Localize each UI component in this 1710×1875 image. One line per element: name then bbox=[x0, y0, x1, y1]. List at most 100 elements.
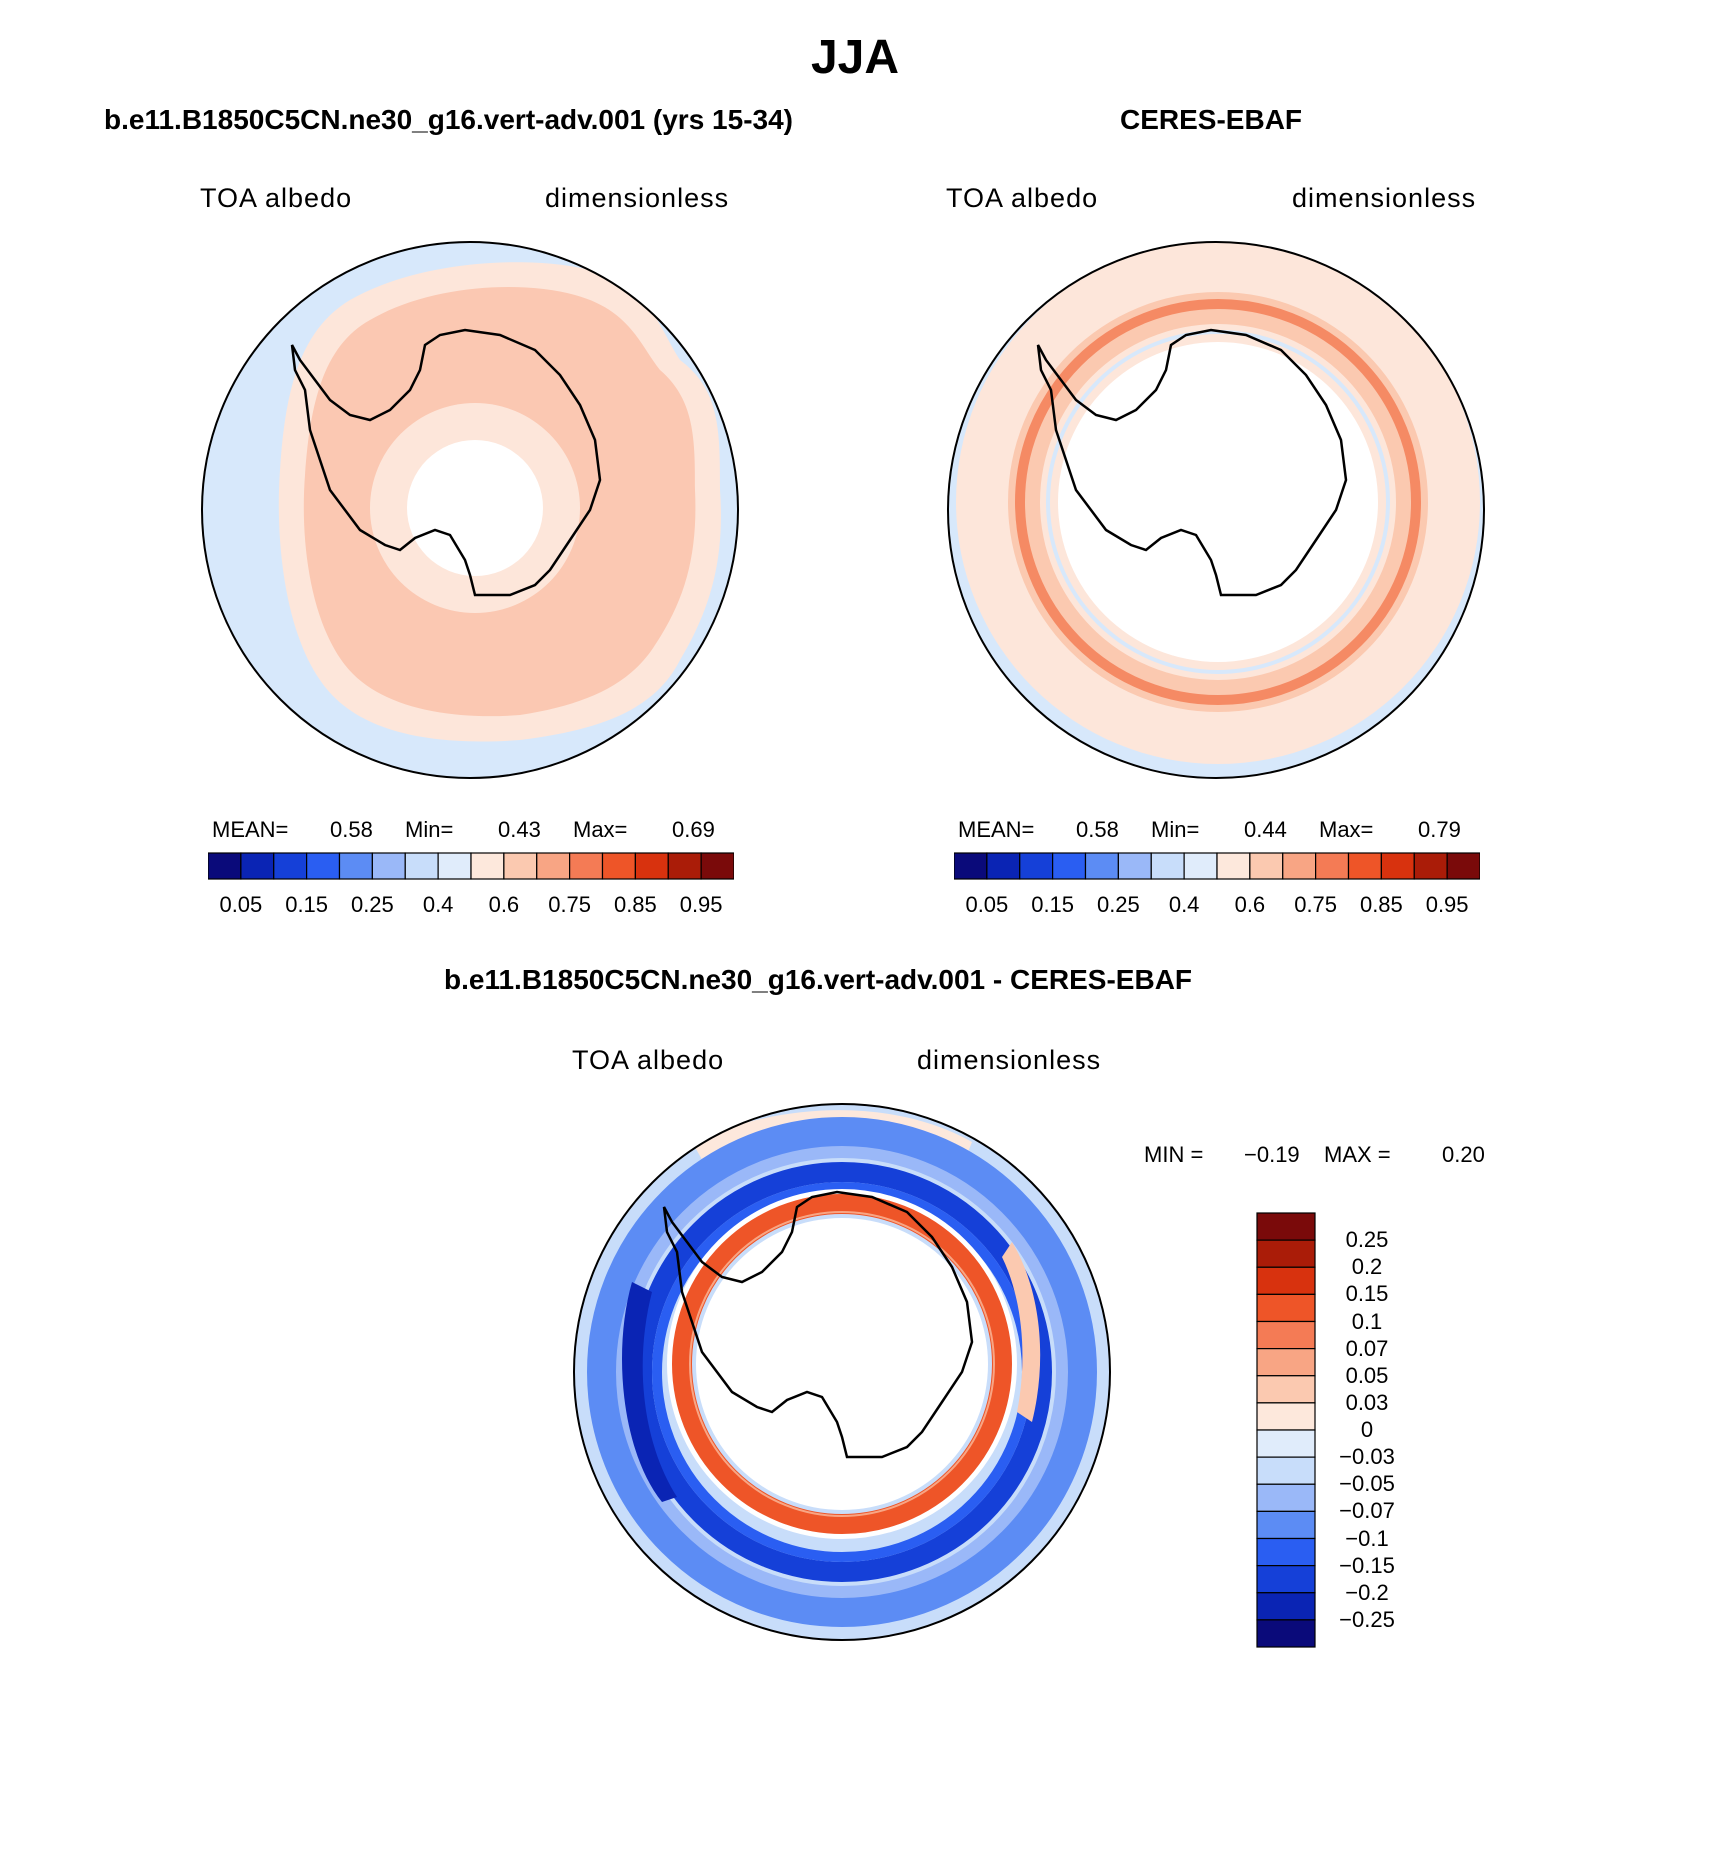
panel2-colorbar-tick-label: 0.15 bbox=[1031, 892, 1075, 917]
panel1-colorbar-swatch bbox=[700, 852, 734, 880]
diff-colorbar-swatch bbox=[1256, 1293, 1316, 1323]
panel1-colorbar-swatch bbox=[470, 852, 505, 880]
panel2-colorbar-tick-label: 0.85 bbox=[1359, 892, 1403, 917]
panel2-colorbar-swatch bbox=[1183, 852, 1218, 880]
diff-colorbar-swatch bbox=[1256, 1483, 1316, 1512]
panel2-colorbar-swatch bbox=[954, 852, 988, 880]
diff-max-value: 0.20 bbox=[1442, 1142, 1485, 1167]
diff-map bbox=[573, 1103, 1111, 1641]
panel2-colorbar-tick-label: 0.95 bbox=[1425, 892, 1469, 917]
panel2-colorbar-tick-label: 0.75 bbox=[1294, 892, 1338, 917]
panel2-title: CERES-EBAF bbox=[1120, 104, 1303, 135]
panel1-colorbar-tick-label: 0.75 bbox=[548, 892, 592, 917]
panel2-variable-label: TOA albedo bbox=[946, 183, 1099, 213]
panel2-colorbar-swatch bbox=[1150, 852, 1185, 880]
diff-colorbar-swatch bbox=[1256, 1266, 1316, 1295]
panel1-coastline bbox=[290, 328, 602, 597]
diff-colorbar bbox=[1256, 1212, 1316, 1648]
panel1-colorbar-swatch bbox=[536, 852, 571, 880]
panel2-colorbar-swatch bbox=[1413, 852, 1448, 880]
diff-colorbar-swatch bbox=[1256, 1592, 1316, 1621]
panel2-colorbar-swatch bbox=[1380, 852, 1415, 880]
panel1-max-value: 0.69 bbox=[672, 817, 715, 842]
panel1-map bbox=[201, 241, 739, 779]
figure-title: JJA bbox=[810, 31, 900, 84]
panel2-colorbar-tick-label: 0.05 bbox=[965, 892, 1009, 917]
panel1-colorbar-swatch bbox=[634, 852, 669, 880]
panel2-min-label: Min= bbox=[1151, 817, 1200, 842]
panel1-units-label: dimensionless bbox=[545, 183, 730, 213]
diff-colorbar-tick-label: 0.15 bbox=[1345, 1281, 1389, 1307]
diff-variable-label: TOA albedo bbox=[572, 1045, 725, 1075]
diff-colorbar-tick-label: −0.03 bbox=[1339, 1444, 1395, 1470]
diff-colorbar-tick-label: −0.15 bbox=[1339, 1552, 1395, 1578]
panel1-colorbar-tick-label: 0.6 bbox=[488, 892, 520, 917]
diff-colorbar-tick-label: 0.07 bbox=[1345, 1335, 1389, 1361]
panel1-colorbar-tick-label: 0.95 bbox=[679, 892, 723, 917]
panel1-min-value: 0.43 bbox=[498, 817, 541, 842]
diff-panel-title: b.e11.B1850C5CN.ne30_g16.vert-adv.001 - … bbox=[444, 964, 1193, 995]
diff-units-label: dimensionless bbox=[917, 1045, 1102, 1075]
diff-colorbar-swatch bbox=[1256, 1375, 1316, 1404]
panel1-mean-label: MEAN= bbox=[212, 817, 289, 842]
panel2-colorbar-swatch bbox=[1315, 852, 1350, 880]
diff-colorbar-swatch bbox=[1256, 1212, 1316, 1241]
panel1-max-label: Max= bbox=[573, 817, 628, 842]
panel1-colorbar-swatch bbox=[371, 852, 406, 880]
diff-colorbar-swatch bbox=[1256, 1402, 1316, 1431]
panel2-units-label: dimensionless bbox=[1292, 183, 1477, 213]
diff-colorbar-tick-label: −0.1 bbox=[1345, 1525, 1389, 1551]
diff-colorbar-swatch bbox=[1256, 1565, 1316, 1594]
panel2-colorbar-swatch bbox=[1249, 852, 1284, 880]
panel2-colorbar-swatch bbox=[1446, 852, 1480, 880]
panel1-title: b.e11.B1850C5CN.ne30_g16.vert-adv.001 (y… bbox=[104, 104, 793, 135]
panel2-colorbar-tick-label: 0.6 bbox=[1234, 892, 1266, 917]
diff-min-value: −0.19 bbox=[1244, 1142, 1300, 1167]
diff-max-label: MAX = bbox=[1324, 1142, 1391, 1167]
panel1-mean-value: 0.58 bbox=[330, 817, 373, 842]
panel1-colorbar-swatch bbox=[273, 852, 308, 880]
panel1-colorbar-swatch bbox=[404, 852, 439, 880]
panel1-colorbar-swatch bbox=[240, 852, 275, 880]
diff-colorbar-tick-label: 0.25 bbox=[1345, 1227, 1389, 1253]
diff-colorbar-tick-label: −0.07 bbox=[1339, 1498, 1395, 1524]
diff-colorbar-tick-label: 0.03 bbox=[1345, 1389, 1389, 1415]
panel1-colorbar-tick-label: 0.25 bbox=[350, 892, 394, 917]
diff-colorbar-tick-label: 0.2 bbox=[1351, 1254, 1383, 1280]
panel1-colorbar-swatch bbox=[569, 852, 604, 880]
panel2-min-value: 0.44 bbox=[1244, 817, 1287, 842]
panel2-colorbar-swatch bbox=[1052, 852, 1087, 880]
panel2-map-border bbox=[947, 241, 1485, 779]
diff-colorbar-swatch bbox=[1256, 1348, 1316, 1377]
panel1-map-border bbox=[201, 241, 739, 779]
diff-colorbar-swatch bbox=[1256, 1456, 1316, 1485]
diff-colorbar-swatch bbox=[1256, 1619, 1316, 1648]
panel1-variable-label: TOA albedo bbox=[200, 183, 353, 213]
diff-colorbar-tick-label: 0.1 bbox=[1351, 1308, 1383, 1334]
panel2-colorbar-swatch bbox=[1117, 852, 1152, 880]
diff-colorbar-swatch bbox=[1256, 1239, 1316, 1268]
panel2-colorbar-swatch bbox=[1019, 852, 1054, 880]
panel1-min-label: Min= bbox=[405, 817, 454, 842]
panel2-colorbar-swatch bbox=[1282, 852, 1317, 880]
panel2-mean-label: MEAN= bbox=[958, 817, 1035, 842]
diff-colorbar-tick-label: −0.2 bbox=[1345, 1579, 1389, 1605]
panel1-colorbar bbox=[208, 852, 734, 880]
diff-colorbar-tick-label: −0.05 bbox=[1339, 1471, 1395, 1497]
panel2-colorbar-swatch bbox=[1347, 852, 1382, 880]
panel2-colorbar-tick-label: 0.25 bbox=[1096, 892, 1140, 917]
panel2-colorbar-swatch bbox=[986, 852, 1021, 880]
diff-colorbar-swatch bbox=[1256, 1510, 1316, 1540]
diff-min-label: MIN = bbox=[1144, 1142, 1204, 1167]
diff-colorbar-tick-label: −0.25 bbox=[1339, 1606, 1395, 1632]
diff-colorbar-swatch bbox=[1256, 1429, 1316, 1458]
panel2-colorbar-swatch bbox=[1216, 852, 1251, 880]
diff-colorbar-tick-label: 0.05 bbox=[1345, 1362, 1389, 1388]
panel1-colorbar-swatch bbox=[503, 852, 538, 880]
panel1-colorbar-tick-label: 0.4 bbox=[422, 892, 454, 917]
diff-coastline bbox=[662, 1190, 974, 1459]
panel1-colorbar-swatch bbox=[601, 852, 636, 880]
panel2-colorbar-tick-label: 0.4 bbox=[1168, 892, 1200, 917]
panel1-colorbar-swatch bbox=[208, 852, 242, 880]
panel1-colorbar-tick-label: 0.05 bbox=[219, 892, 263, 917]
